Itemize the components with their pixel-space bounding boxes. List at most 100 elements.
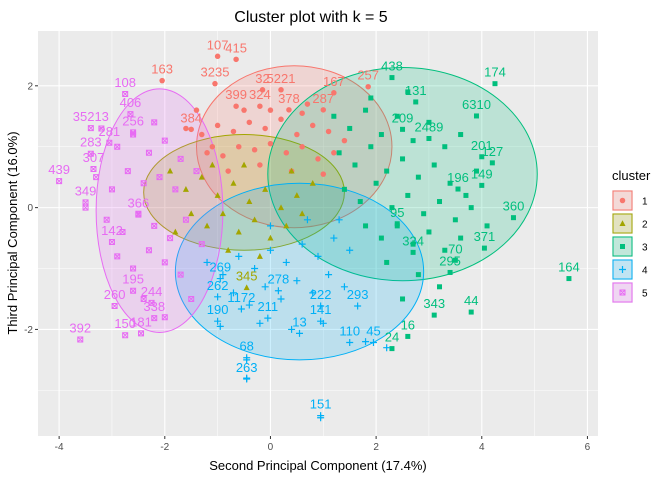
data-point-cluster-4 (243, 375, 251, 383)
data-point-cluster-4 (277, 295, 285, 303)
data-point-cluster-4 (214, 317, 222, 325)
data-point-cluster-4 (288, 325, 296, 333)
point-label: 345 (236, 269, 258, 284)
data-point-cluster-3 (378, 235, 384, 241)
data-point-cluster-5 (151, 315, 158, 322)
point-label: 13 (292, 314, 306, 329)
data-point-cluster-4 (266, 222, 274, 230)
grid-major (38, 31, 598, 436)
point-label: 142 (101, 223, 123, 238)
data-point-cluster-1 (220, 153, 226, 159)
point-label: 2489 (414, 119, 443, 134)
data-point-cluster-3 (510, 215, 516, 221)
data-point-cluster-5 (145, 149, 152, 156)
point-label: 107 (207, 37, 229, 52)
data-point-cluster-3 (384, 259, 390, 265)
point-label: 378 (278, 91, 300, 106)
data-point-cluster-5 (161, 137, 168, 144)
point-label: 307 (83, 150, 105, 165)
data-point-cluster-5 (127, 111, 134, 118)
data-point-cluster-5 (161, 314, 168, 321)
data-point-cluster-1 (331, 150, 337, 156)
data-point-cluster-1 (159, 77, 165, 84)
x-tick-label: 2 (373, 442, 379, 453)
data-point-cluster-4 (293, 277, 301, 285)
point-label: 35213 (73, 109, 109, 124)
data-point-cluster-3 (415, 174, 421, 180)
data-point-cluster-5 (177, 271, 184, 278)
point-label: 45 (366, 324, 380, 339)
data-point-cluster-3 (405, 333, 411, 339)
data-point-cluster-3 (331, 113, 337, 119)
point-label: 163 (151, 62, 173, 77)
point-label: 287 (312, 91, 334, 106)
data-point-cluster-5 (87, 125, 94, 132)
point-label: 149 (471, 166, 493, 181)
data-point-cluster-2 (219, 210, 226, 217)
data-point-cluster-4 (266, 246, 274, 254)
data-point-cluster-1 (331, 90, 337, 96)
data-point-cluster-1 (214, 122, 221, 129)
legend-label-1: 1 (642, 197, 648, 208)
data-point-cluster-5 (98, 125, 105, 132)
data-point-cluster-5 (77, 336, 84, 343)
legend-label-2: 2 (642, 220, 648, 231)
data-point-cluster-5 (148, 299, 155, 306)
data-point-cluster-3 (468, 205, 474, 211)
point-label: 211 (257, 299, 278, 314)
data-point-cluster-1 (299, 110, 305, 116)
data-point-cluster-3 (347, 125, 353, 131)
data-point-cluster-3 (357, 199, 363, 205)
data-point-cluster-4 (245, 301, 253, 309)
data-point-cluster-3 (447, 269, 453, 275)
data-point-cluster-1 (257, 103, 263, 109)
data-point-cluster-5 (108, 186, 115, 193)
data-point-cluster-3 (363, 107, 369, 113)
data-point-cluster-3 (566, 276, 572, 282)
data-point-cluster-1 (257, 162, 263, 168)
data-point-cluster-4 (383, 344, 391, 352)
data-point-cluster-4 (229, 289, 237, 297)
data-point-cluster-5 (198, 241, 205, 248)
data-point-cluster-1 (278, 116, 284, 123)
data-point-cluster-2 (235, 228, 242, 235)
data-point-cluster-5 (156, 174, 163, 181)
data-point-cluster-2 (243, 284, 250, 291)
data-point-cluster-2 (198, 173, 205, 180)
point-label: 3235 (201, 65, 230, 80)
data-point-cluster-4 (325, 271, 333, 279)
data-point-cluster-5 (130, 265, 137, 272)
data-point-cluster-5 (140, 180, 147, 187)
point-label: 281 (98, 124, 120, 139)
point-label: 334 (402, 233, 424, 248)
data-point-cluster-3 (431, 162, 437, 168)
data-point-cluster-5 (151, 222, 158, 229)
y-axis-ticks: -2 0 2 (24, 81, 38, 336)
data-point-cluster-5 (193, 168, 200, 175)
data-point-cluster-1 (251, 147, 258, 153)
data-point-cluster-1 (294, 131, 300, 138)
point-label: 1172 (227, 290, 255, 305)
data-point-cluster-3 (389, 75, 395, 81)
data-point-cluster-3 (447, 180, 453, 186)
data-point-cluster-3 (368, 95, 374, 101)
data-point-cluster-4 (243, 354, 251, 362)
data-point-cluster-5 (172, 186, 179, 193)
data-point-cluster-5 (114, 253, 121, 260)
data-point-cluster-4 (317, 302, 325, 310)
data-point-cluster-3 (389, 346, 395, 352)
cluster-ellipse-4 (174, 182, 425, 361)
data-point-cluster-3 (405, 89, 411, 95)
point-label: 324 (249, 87, 271, 102)
data-point-cluster-3 (415, 272, 421, 278)
data-point-cluster-2 (167, 167, 174, 174)
point-label: 16 (401, 317, 415, 332)
data-point-cluster-1 (183, 125, 189, 132)
plot-panel (38, 31, 598, 436)
x-axis-title: Second Principal Component (17.4%) (209, 458, 427, 473)
data-point-cluster-1 (325, 128, 332, 135)
data-point-cluster-1 (309, 122, 316, 129)
data-point-cluster-3 (373, 180, 379, 186)
point-label: 360 (503, 199, 525, 214)
